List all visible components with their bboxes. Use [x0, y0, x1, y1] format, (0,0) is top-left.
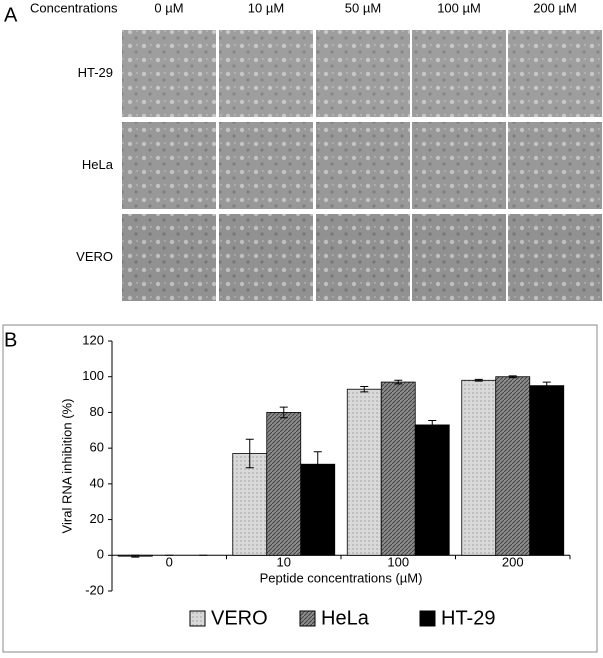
micrograph	[122, 214, 216, 301]
micrograph	[316, 30, 410, 117]
micrograph	[316, 122, 410, 209]
y-tick-label: 80	[90, 404, 104, 419]
x-tick-label: 100	[387, 554, 409, 569]
micrograph	[219, 30, 313, 117]
micrograph	[316, 214, 410, 301]
micrograph-grid	[122, 30, 602, 301]
x-tick-label: 200	[502, 554, 524, 569]
error-bar	[279, 406, 288, 419]
x-tick-label: 0	[166, 554, 173, 569]
micrograph	[122, 122, 216, 209]
micrograph	[219, 122, 313, 209]
y-tick-label: 100	[82, 368, 104, 383]
error-bar	[474, 378, 483, 382]
row-label: VERO	[76, 249, 113, 264]
error-bar	[542, 381, 551, 390]
micrograph	[219, 214, 313, 301]
legend-swatch	[189, 610, 206, 627]
row-label: HeLa	[82, 157, 114, 172]
column-label: 200 µM	[533, 0, 577, 15]
y-tick-label: 60	[90, 440, 104, 455]
error-bar	[313, 451, 322, 478]
bar	[529, 385, 565, 556]
bar	[232, 453, 268, 556]
panel-label: A	[4, 4, 18, 26]
legend-label: VERO	[211, 607, 268, 629]
error-bar	[131, 554, 140, 558]
legend-swatch	[299, 610, 316, 627]
error-bar	[394, 379, 403, 385]
panel-label: B	[4, 329, 17, 351]
bar	[414, 424, 450, 556]
y-tick-label: 0	[97, 547, 104, 562]
chart-frame	[2, 324, 598, 653]
error-bar	[428, 419, 437, 430]
y-tick-label: -20	[85, 582, 104, 597]
y-tick-label: 120	[82, 332, 104, 347]
legend-swatch	[419, 610, 436, 627]
column-label: 100 µM	[437, 0, 481, 15]
micrograph	[412, 122, 506, 209]
y-tick-label: 40	[90, 475, 104, 490]
bar	[495, 376, 531, 556]
micrograph	[508, 214, 602, 301]
bar	[461, 379, 497, 556]
column-label: 0 µM	[154, 0, 183, 15]
x-tick-label: 10	[277, 554, 291, 569]
column-label: 10 µM	[248, 0, 284, 15]
bar	[300, 463, 336, 556]
bar	[346, 388, 382, 556]
row-label: HT-29	[78, 65, 113, 80]
error-bar	[360, 386, 369, 393]
legend-label: HeLa	[321, 607, 370, 629]
error-bar	[508, 375, 517, 379]
bar	[266, 412, 302, 556]
error-bar	[245, 438, 254, 469]
column-header: Concentrations	[30, 0, 118, 15]
y-axis-title: Viral RNA inhibition (%)	[59, 399, 74, 534]
micrograph	[412, 30, 506, 117]
micrograph	[508, 30, 602, 117]
column-label: 50 µM	[345, 0, 381, 15]
micrograph	[122, 30, 216, 117]
micrograph	[412, 214, 506, 301]
legend-label: HT-29	[441, 607, 495, 629]
x-axis-title: Peptide concentrations (µM)	[260, 570, 423, 585]
y-tick-label: 20	[90, 511, 104, 526]
micrograph	[508, 122, 602, 209]
bar	[380, 381, 416, 556]
